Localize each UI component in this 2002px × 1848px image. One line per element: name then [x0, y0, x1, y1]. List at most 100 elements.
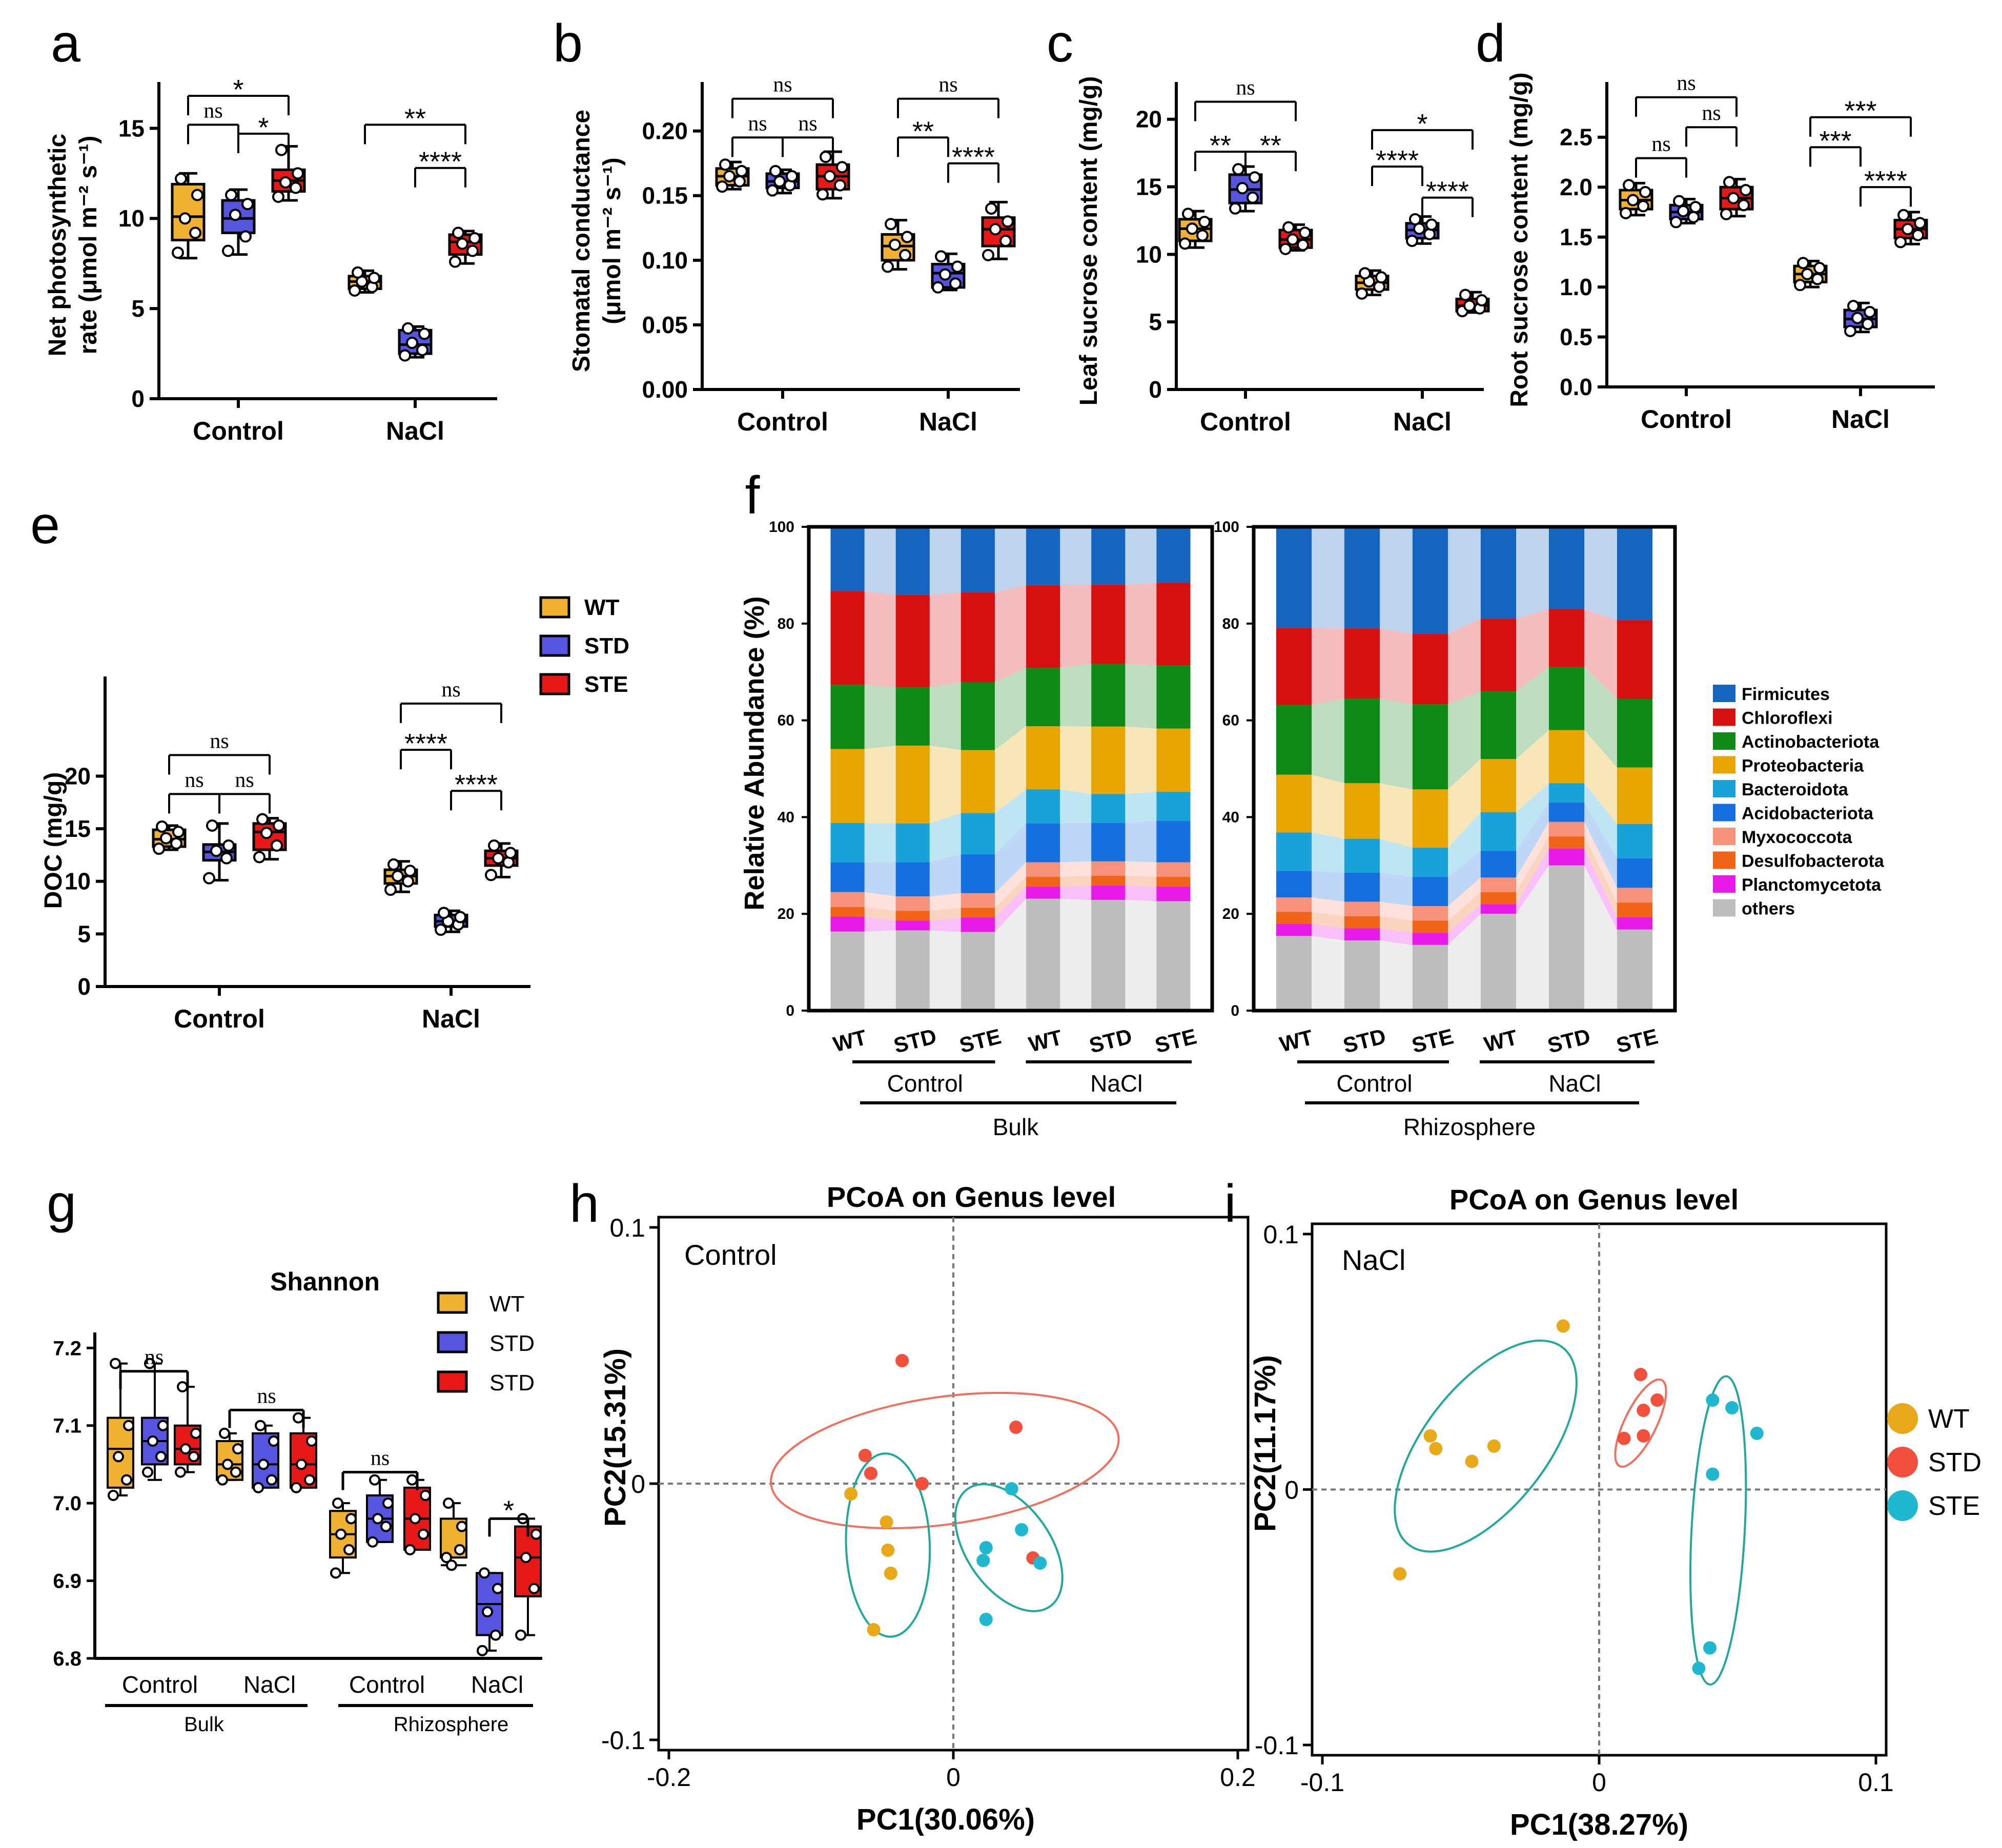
- sig-label: ns: [185, 768, 203, 792]
- data-point: [482, 1606, 493, 1618]
- bar-segment-myxococcota: [830, 892, 865, 907]
- data-point: [372, 1513, 383, 1525]
- data-point: [367, 1536, 378, 1548]
- box-std-nacl: [1843, 300, 1878, 337]
- data-point: [230, 1466, 241, 1478]
- bar-segment-actinobacteriota: [1480, 691, 1517, 759]
- box-ste: [403, 1474, 431, 1555]
- sig-bracket: ns: [897, 73, 999, 118]
- y-axis-label: Leaf sucrose content (mg/g): [1075, 76, 1102, 406]
- bar-segment-bacteroidota: [1548, 783, 1585, 803]
- legend-swatch-wt: [539, 596, 570, 619]
- bar-segment-planctomycetota: [961, 917, 995, 932]
- sig-label: ns: [235, 768, 254, 792]
- sig-label: ns: [748, 112, 767, 135]
- bar-segment-desulfobacterota: [1412, 920, 1448, 933]
- sig-bracket: ns: [341, 1447, 419, 1490]
- bar-segment-acidobacteriota: [1026, 823, 1060, 863]
- data-point: [1198, 216, 1211, 229]
- x-tick-label: NaCl: [919, 407, 977, 436]
- confidence-ellipse-ste: [954, 1483, 1064, 1612]
- sig-label: ****: [404, 728, 447, 759]
- area-band-myxococcota: [1276, 822, 1653, 921]
- data-point: [290, 181, 302, 194]
- x-tick-label: STD: [1545, 1024, 1593, 1058]
- group-label: NaCl: [1548, 1070, 1601, 1097]
- bar-segment-desulfobacterota: [1617, 902, 1653, 917]
- legend-label: Desulfobacterota: [1742, 852, 1885, 871]
- treatment-tag: NaCl: [1342, 1244, 1405, 1276]
- x-tick-label: WT: [1026, 1025, 1065, 1056]
- bar-segment-others: [1026, 898, 1060, 1011]
- data-point: [951, 260, 964, 273]
- box-wt: [440, 1497, 467, 1571]
- box-wt: [216, 1427, 243, 1486]
- data-point: [889, 238, 901, 251]
- sig-bracket: *: [187, 74, 290, 116]
- legend-swatch-std: [539, 634, 570, 657]
- panel-i: i PCoA on Genus level NaCl -0.1 0 0.1 -0.1 0 0.1…: [1224, 1174, 1981, 1841]
- data-point: [1727, 192, 1740, 204]
- y-tick-label: 6.8: [53, 1648, 81, 1670]
- box-wt: [107, 1358, 134, 1501]
- panel-c: c 0 5 10 15 20 Leaf sucrose content (mg/g) Cont…: [1047, 14, 1490, 436]
- group-label: NaCl: [1090, 1070, 1142, 1097]
- data-point: [899, 249, 911, 261]
- data-point: [220, 852, 233, 865]
- x-tick-label: Control: [1200, 407, 1291, 436]
- data-point: [410, 1513, 421, 1525]
- data-point: [170, 837, 182, 850]
- point-std: [895, 1354, 909, 1367]
- data-point: [1463, 299, 1476, 312]
- data-point: [441, 1552, 452, 1564]
- panel-letter: e: [30, 496, 60, 555]
- box-std-ctrl: [1228, 163, 1263, 215]
- legend-swatch-planctomycetota: [1713, 875, 1735, 893]
- bar-segment-firmicutes: [1026, 527, 1060, 585]
- data-point: [766, 184, 779, 197]
- bar-segment-planctomycetota: [1480, 904, 1517, 914]
- legend-swatch-acidobacteriota: [1713, 804, 1735, 822]
- bar-segment-acidobacteriota: [830, 863, 865, 892]
- data-point: [939, 268, 951, 281]
- legend-marker-std: [1887, 1447, 1918, 1477]
- sig-label: ns: [798, 112, 817, 135]
- data-point: [121, 1474, 132, 1486]
- y-tick-label: 40: [1222, 809, 1239, 826]
- y-tick-label: 2.5: [1560, 124, 1592, 151]
- box-ste-ctrl: [815, 150, 850, 201]
- data-point: [932, 281, 944, 294]
- bar-segment-chloroflexi: [1617, 620, 1653, 699]
- sig-bracket: **: [1244, 130, 1297, 171]
- data-point: [1794, 279, 1806, 292]
- point-std: [1650, 1393, 1664, 1407]
- y-tick-label: 5: [77, 920, 91, 947]
- sig-bracket: ns: [400, 678, 502, 723]
- bar-segment-firmicutes: [961, 527, 995, 592]
- data-point: [155, 1451, 167, 1463]
- bar-segment-desulfobacterota: [1156, 877, 1191, 887]
- data-point: [485, 869, 497, 881]
- sig-label: ns: [773, 73, 792, 97]
- data-point: [1279, 242, 1292, 255]
- data-point: [189, 227, 201, 239]
- data-point: [306, 1435, 317, 1447]
- data-point: [719, 158, 731, 171]
- data-point: [1247, 191, 1259, 204]
- area-band-desulfobacterota: [1276, 836, 1653, 933]
- bar-segment-others: [1617, 929, 1653, 1011]
- y-tick-label: 0.1: [1263, 1220, 1299, 1249]
- bar-segment-firmicutes: [1276, 527, 1312, 628]
- bar-segment-actinobacteriota: [830, 685, 865, 749]
- data-point: [253, 1482, 264, 1493]
- data-point: [1914, 217, 1926, 230]
- bar-segment-acidobacteriota: [1091, 823, 1126, 861]
- bar-segment-bacteroidota: [1156, 792, 1191, 821]
- data-point: [255, 1420, 266, 1431]
- bar-segment-others: [1156, 901, 1191, 1011]
- panel-letter: f: [745, 466, 761, 525]
- y-tick-label: 5: [131, 295, 145, 322]
- x-tick-label: Control: [1641, 405, 1732, 434]
- group-label: NaCl: [471, 1671, 523, 1698]
- data-point: [404, 865, 416, 877]
